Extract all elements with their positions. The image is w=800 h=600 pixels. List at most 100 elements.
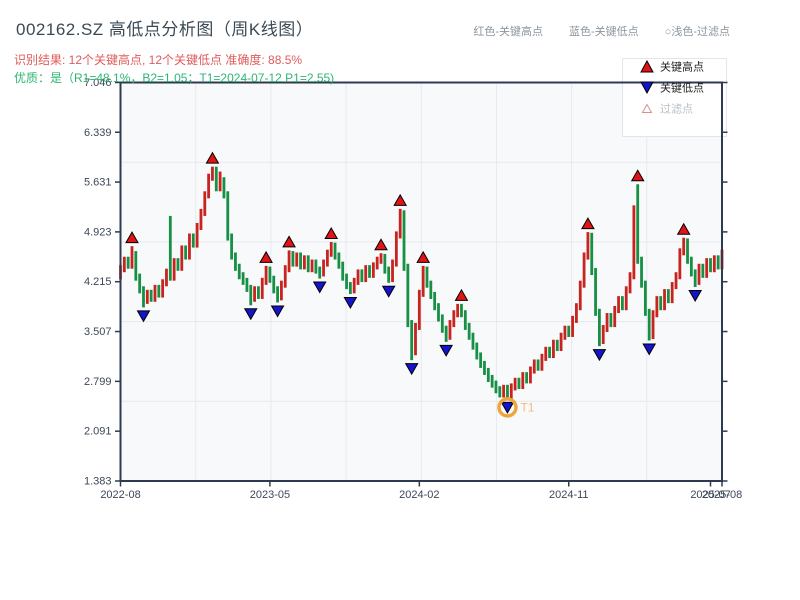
candle: [617, 296, 620, 314]
candle: [375, 256, 379, 270]
candle: [149, 289, 153, 302]
candle: [444, 325, 448, 342]
candle: [624, 286, 628, 311]
legend-item-label: 过滤点: [660, 103, 693, 116]
legend-high-icon: [640, 59, 654, 73]
key-high-marker: [374, 238, 388, 251]
candle: [532, 359, 536, 374]
key-high-marker: [205, 151, 220, 164]
candle: [291, 251, 295, 267]
candle: [211, 166, 214, 181]
y-tick-label: 5.631: [84, 177, 112, 189]
candle: [341, 261, 345, 281]
y-tick-label: 3.507: [84, 326, 112, 338]
candle: [682, 237, 686, 256]
candle: [498, 386, 502, 398]
key-high-marker: [630, 169, 645, 182]
candle: [329, 241, 333, 257]
key-low-marker: [500, 401, 515, 414]
legend-box: [622, 58, 727, 137]
candle: [670, 282, 674, 304]
candle: [184, 245, 188, 260]
candle: [563, 325, 567, 340]
candle: [310, 259, 314, 273]
key-low-marker: [381, 285, 396, 298]
header-legend-hints: 红色-关键高点 蓝色-关键低点 ○浅色-过滤点: [473, 23, 730, 39]
candle: [620, 296, 624, 311]
candle: [456, 303, 460, 318]
quality-text: 优质：是（R1=48.1%，B2=1.05；T1=2024-07-12 P1=2…: [14, 71, 335, 85]
candle: [712, 255, 716, 273]
candle: [437, 303, 440, 322]
hint-key-low: 蓝色-关键低点: [569, 26, 639, 38]
candle: [548, 346, 551, 359]
candle: [440, 314, 444, 333]
candle: [337, 252, 341, 269]
candle: [203, 191, 207, 216]
candle: [509, 383, 513, 399]
y-tick-label: 2.091: [84, 426, 112, 438]
candle: [578, 280, 582, 311]
candle: [628, 272, 632, 294]
candle: [134, 251, 138, 281]
candle: [145, 289, 149, 304]
candle: [483, 360, 486, 375]
candle: [368, 265, 371, 278]
x-tick-label: 2024-02: [399, 489, 439, 501]
candle: [199, 208, 203, 230]
candle: [429, 280, 433, 299]
key-high-marker: [581, 217, 595, 230]
candle: [218, 171, 222, 192]
x-tick-label: 2023-05: [250, 489, 290, 501]
candle: [272, 275, 276, 294]
candle: [414, 322, 417, 356]
candle: [594, 267, 597, 316]
candle: [494, 380, 498, 394]
candle: [689, 256, 693, 277]
candle: [364, 265, 368, 283]
candle: [226, 191, 230, 241]
key-high-marker: [393, 193, 408, 206]
candle: [598, 308, 601, 347]
candle: [356, 269, 360, 285]
y-tick-label: 6.339: [84, 127, 112, 139]
candles-group: [119, 166, 724, 399]
key-high-marker: [125, 231, 139, 244]
candle: [379, 253, 383, 264]
t1-ring: [497, 397, 518, 418]
hint-key-high: 红色-关键高点: [473, 26, 544, 38]
x-tick-label: 2024-11: [549, 489, 589, 501]
key-high-marker: [259, 250, 273, 263]
legend-item-label: 关键低点: [660, 81, 704, 95]
candle: [306, 255, 310, 273]
candle: [571, 315, 574, 337]
candle: [425, 266, 429, 288]
key-high-marker: [454, 288, 469, 301]
candle: [387, 266, 391, 283]
candle: [647, 308, 651, 341]
candle: [394, 231, 398, 267]
candle: [234, 252, 237, 271]
x-tick-label: 2022-08: [100, 489, 140, 501]
candle: [268, 266, 272, 283]
plot-border: [119, 81, 723, 482]
candle: [640, 256, 643, 288]
candle: [352, 277, 356, 294]
candle: [314, 259, 318, 274]
candle: [540, 353, 544, 371]
candle: [467, 322, 471, 340]
candle: [663, 289, 666, 311]
candle: [237, 263, 241, 280]
candle: [360, 269, 364, 283]
candle: [582, 252, 586, 288]
candle: [161, 279, 165, 298]
candle: [609, 313, 613, 328]
candle: [686, 238, 689, 264]
key-low-marker: [404, 363, 419, 376]
candle: [678, 248, 682, 280]
candle: [636, 184, 640, 264]
key-high-marker: [676, 222, 691, 235]
candle: [421, 265, 425, 297]
